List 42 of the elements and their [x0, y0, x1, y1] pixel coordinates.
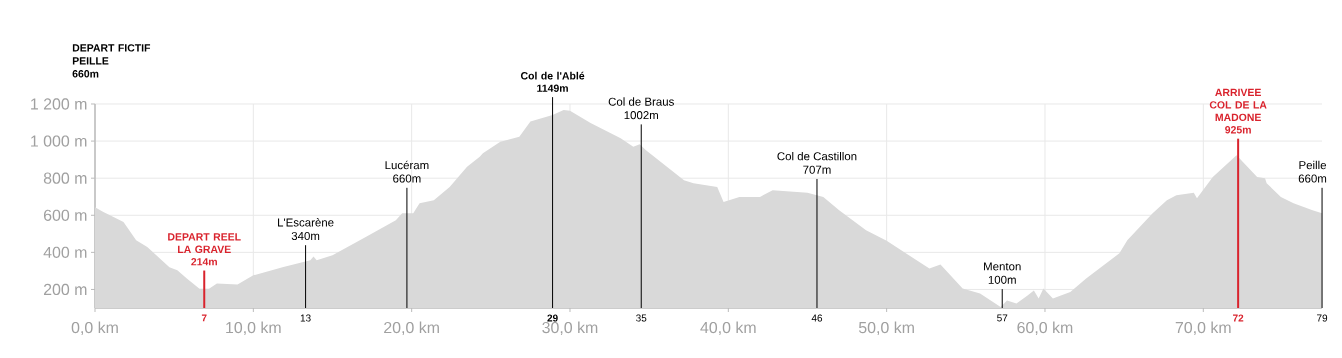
text: DEPART FICTIF PEILLE: [72, 44, 151, 65]
text: 72: [1233, 314, 1244, 322]
ref-line-label: DEPART REEL LA GRAVE: [168, 233, 241, 253]
ref-line-label: Menton: [984, 262, 1021, 271]
y-tick-label: 200 m: [43, 283, 87, 296]
text: 7: [201, 314, 207, 322]
ref-line-label: Col de Castillon: [777, 151, 857, 161]
annotation: 925m: [1225, 126, 1251, 134]
x-tick-label: 60,0 km: [1017, 321, 1073, 336]
text: 29: [547, 314, 558, 322]
x-tick-label: 0,0 km: [71, 321, 118, 336]
ref-line-label: L'Escarène: [278, 218, 334, 227]
y-tick-label: 400 m: [43, 246, 87, 259]
y-tick-label: 600 m: [43, 209, 87, 221]
text: 35: [636, 314, 647, 322]
y-tick-label: 1 000 m: [31, 135, 87, 147]
y-tick-label: 1 200 m: [31, 98, 87, 110]
x-tick-label: 10,0 km: [226, 321, 281, 336]
ref-line-label: Col de Braus: [608, 97, 674, 106]
text: 660m: [72, 70, 99, 78]
annotation: 340m: [291, 231, 320, 240]
ref-line-label: Lucéram: [385, 160, 429, 170]
text: 57: [997, 314, 1008, 322]
annotation: 1002m: [624, 111, 658, 120]
ref-line-label: ARRIVEE COL DE LA MADONE: [1209, 88, 1267, 122]
x-tick-label: 70,0 km: [1175, 321, 1231, 336]
annotation: 707m: [803, 165, 831, 174]
text: 13: [300, 314, 311, 322]
annotation: 660m: [393, 174, 421, 183]
ref-line-label: Peille: [1299, 160, 1327, 170]
x-tick-label: 20,0 km: [384, 321, 439, 336]
annotation: 660m: [1298, 174, 1327, 183]
text: 79: [1317, 314, 1328, 322]
annotation: 100m: [988, 275, 1016, 284]
annotation: 214m: [191, 258, 217, 266]
x-tick-label: 40,0 km: [700, 321, 756, 336]
y-tick-label: 800 m: [43, 172, 87, 184]
text: 46: [811, 314, 823, 322]
ref-line-label: Col de l'Ablé: [520, 71, 585, 80]
x-tick-label: 30,0 km: [542, 321, 598, 336]
annotation: 1149m: [537, 84, 568, 92]
x-tick-label: 50,0 km: [858, 321, 914, 336]
